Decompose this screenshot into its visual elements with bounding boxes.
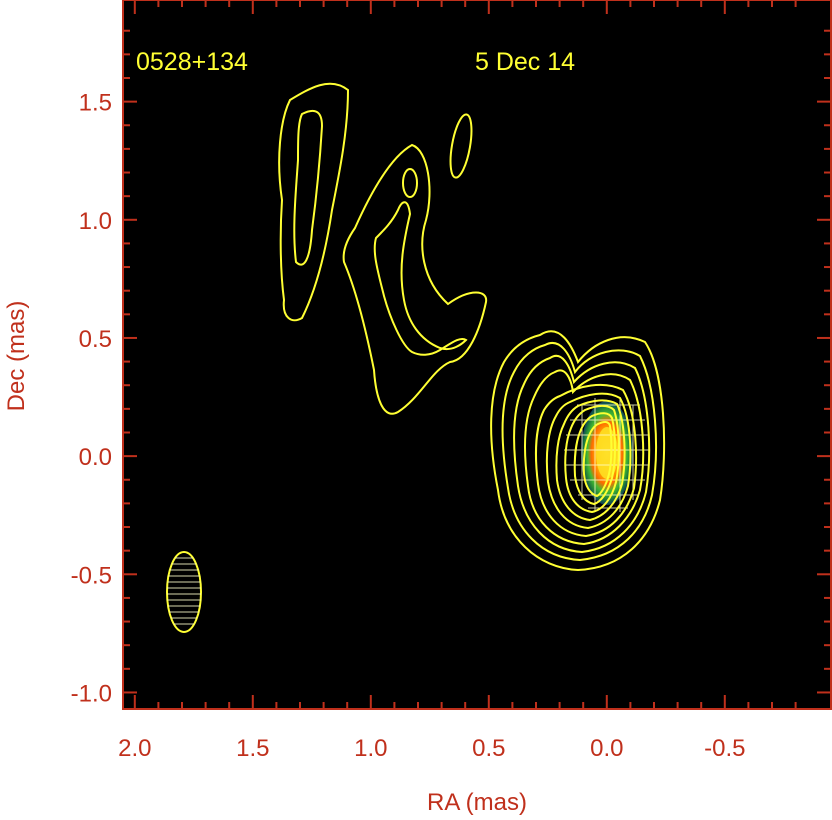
jet-contours xyxy=(278,82,488,415)
core-contour-2 xyxy=(501,342,657,562)
x-tick-label: 1.0 xyxy=(354,735,387,762)
core-contour-1 xyxy=(490,330,666,572)
jet-contour-knot-1-inner xyxy=(293,109,324,266)
core-contour-10 xyxy=(582,420,613,498)
core-contour-9 xyxy=(573,412,616,506)
core-contour-8 xyxy=(564,404,620,514)
core-contour-4 xyxy=(524,369,645,546)
core-peak xyxy=(596,427,618,479)
plot-area xyxy=(123,0,832,710)
x-tick-label: 1.5 xyxy=(236,735,269,762)
jet-contour-knot-1-outer xyxy=(278,82,350,322)
jet-contour-knot-2-outer xyxy=(342,143,488,415)
y-tick-label: 1.5 xyxy=(79,90,112,117)
x-axis-label: RA (mas) xyxy=(427,789,527,816)
x-tick-label: 0.0 xyxy=(590,735,623,762)
source-name-label: 0528+134 xyxy=(136,48,248,76)
jet-contour-knot-2-peak xyxy=(402,168,418,198)
jet-contour-knot-2-inner xyxy=(373,201,468,356)
y-tick-label: 0.0 xyxy=(79,444,112,471)
y-axis-label: Dec (mas) xyxy=(3,301,30,412)
epoch-label: 5 Dec 14 xyxy=(475,48,575,76)
x-tick-label: 0.5 xyxy=(472,735,505,762)
core-contour-6 xyxy=(545,392,632,530)
core-contour-5 xyxy=(535,383,637,538)
x-tick-label: 2.0 xyxy=(118,735,151,762)
core-contour-3 xyxy=(513,355,651,554)
x-axis: 2.0 1.5 1.0 0.5 0.0 -0.5 xyxy=(118,0,797,762)
plot-frame xyxy=(122,0,832,710)
jet-contour-knot-3 xyxy=(449,113,473,179)
y-axis: 1.5 1.0 0.5 0.0 -0.5 -1.0 xyxy=(71,29,831,707)
y-tick-label: -1.0 xyxy=(71,680,112,707)
y-tick-label: -0.5 xyxy=(71,562,112,589)
y-tick-label: 0.5 xyxy=(79,326,112,353)
core-contours xyxy=(490,330,666,572)
x-tick-label: -0.5 xyxy=(704,735,745,762)
y-tick-label: 1.0 xyxy=(79,208,112,235)
core-contour-7 xyxy=(555,399,626,522)
